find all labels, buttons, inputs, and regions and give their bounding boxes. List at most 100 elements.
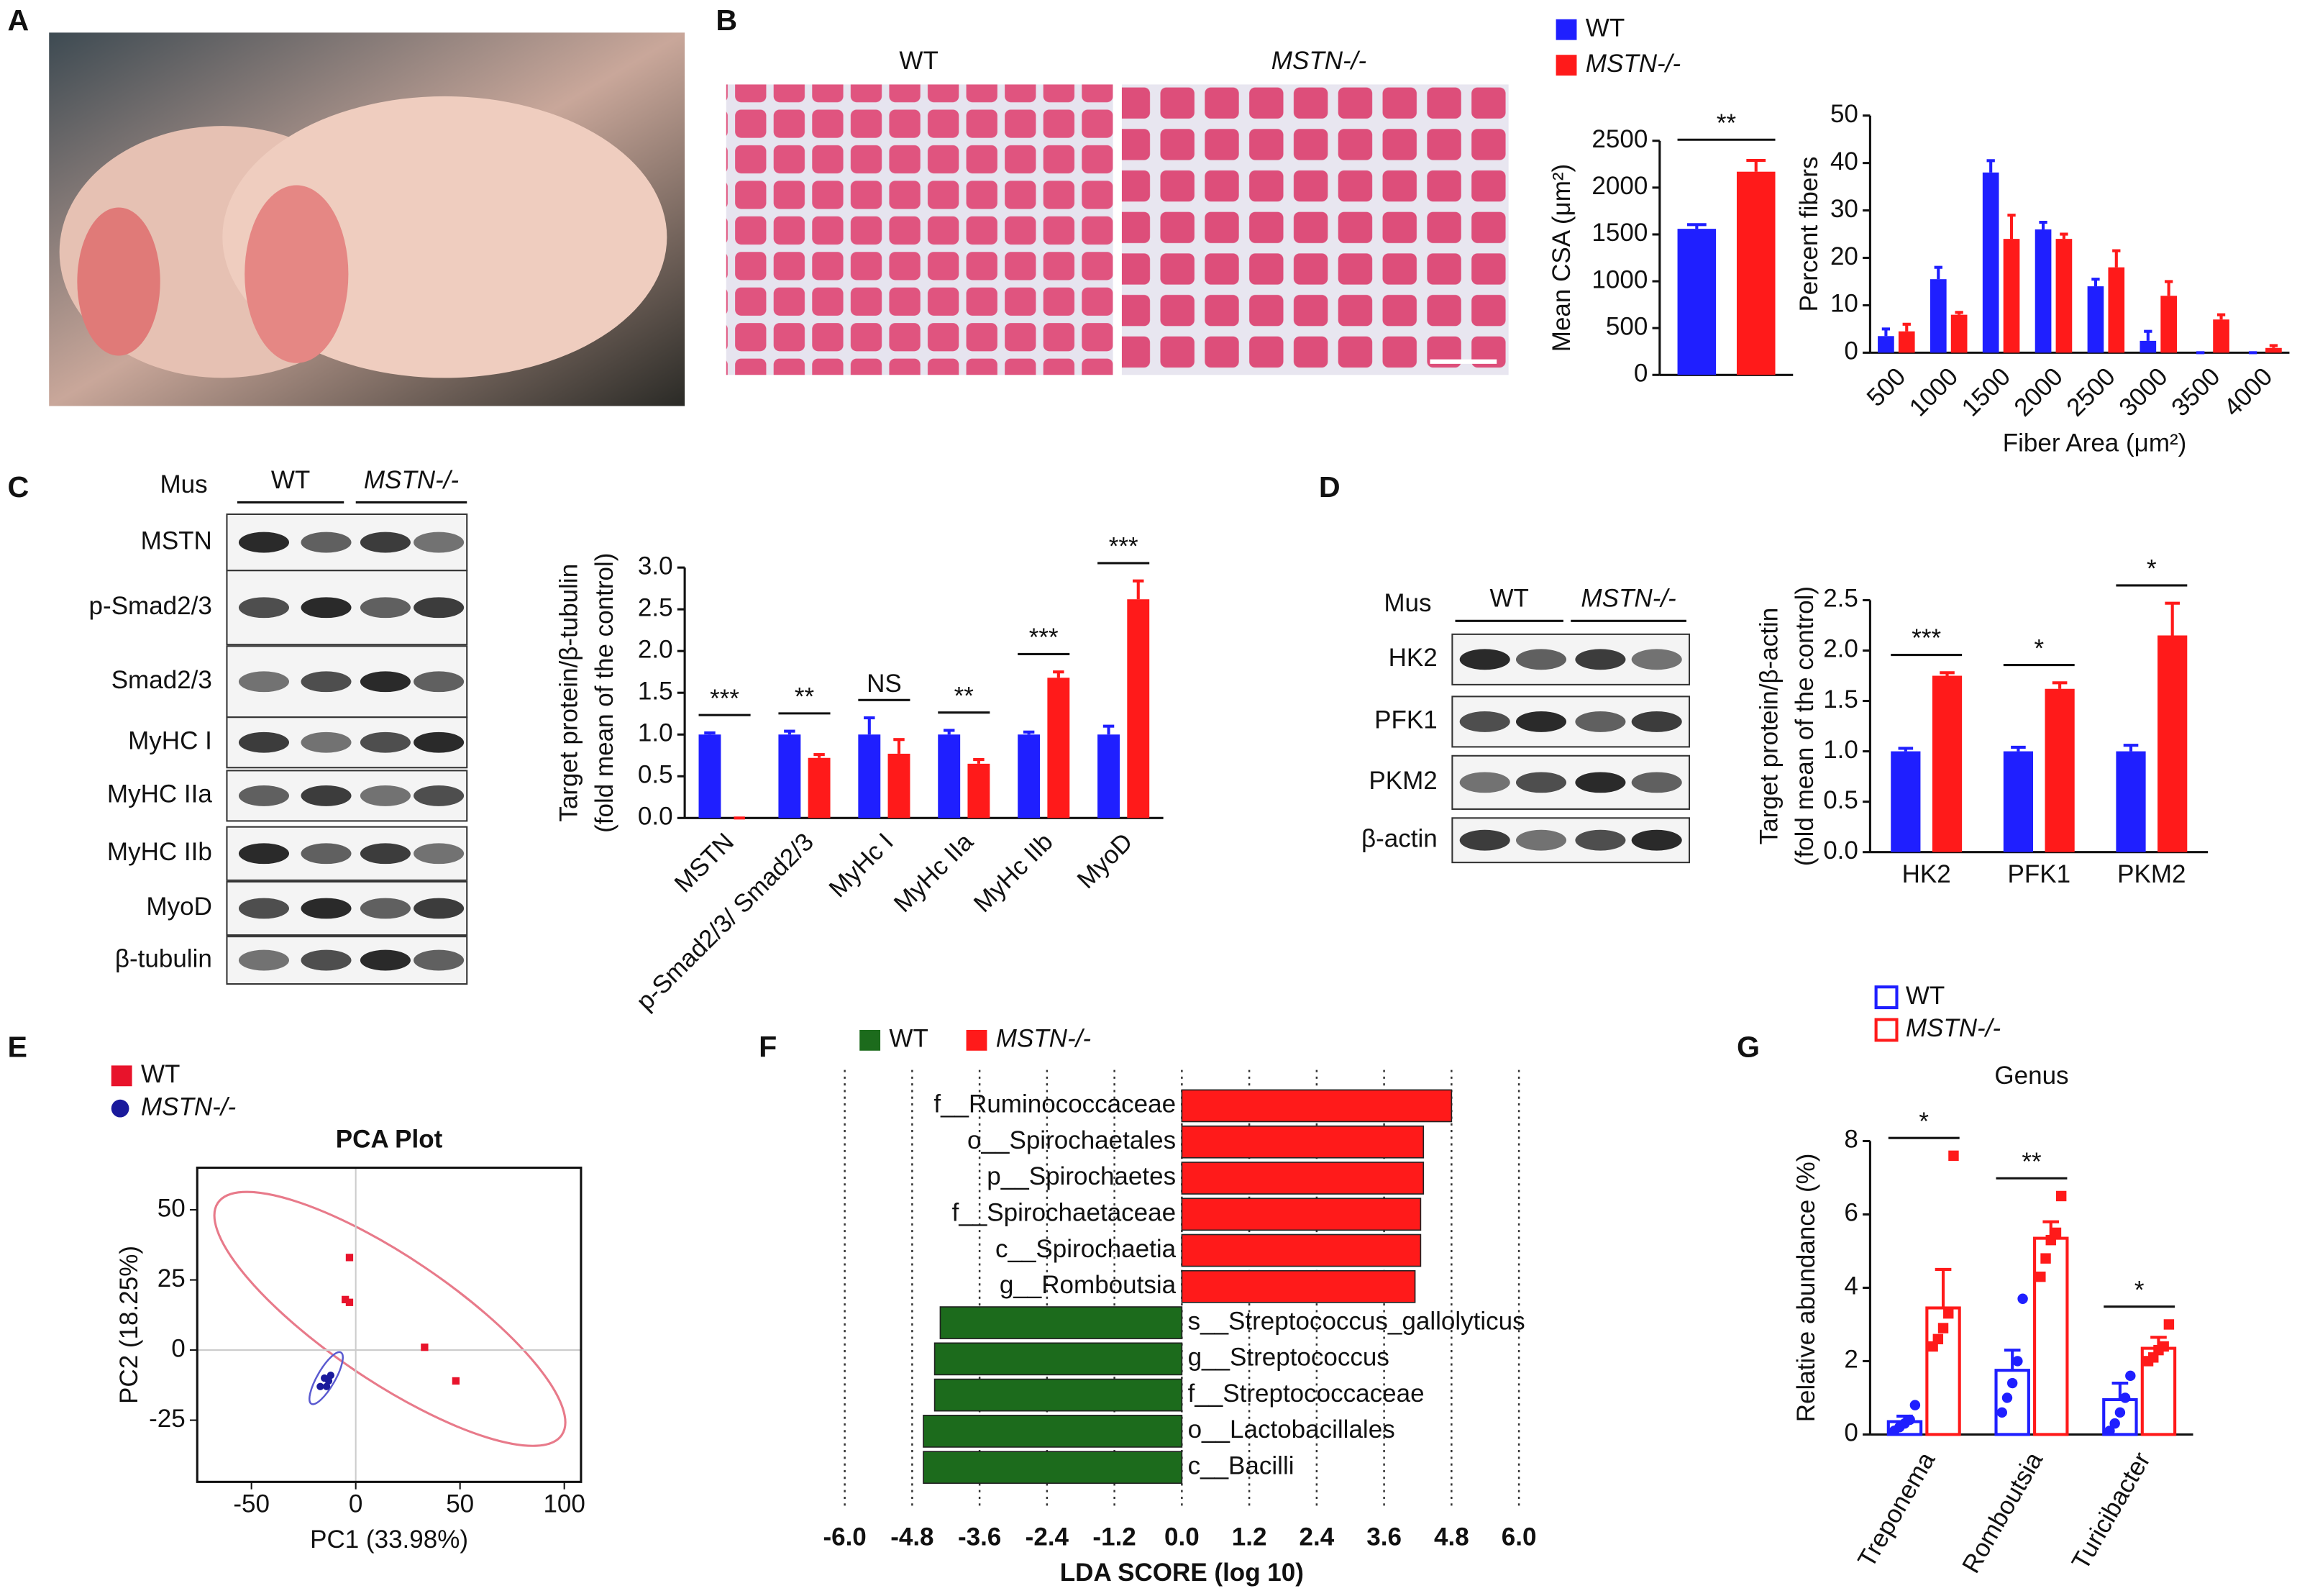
y-axis-label: PC2 (18.25%) [115, 1246, 143, 1404]
data-point [1937, 1323, 1949, 1333]
y-tick-label: 8 [1844, 1126, 1858, 1154]
blot-row-label: p-Smad2/3 [89, 592, 212, 620]
blot-band [1575, 772, 1626, 793]
blot-band [1575, 829, 1626, 851]
y-tick-label: 3.0 [638, 552, 673, 580]
blot-band [360, 898, 411, 919]
blot-row-label: HK2 [1389, 644, 1438, 672]
legend-label: WT [1586, 14, 1625, 42]
blot-row-label: MyHC IIb [107, 838, 212, 866]
blot-band [360, 949, 411, 971]
bar [1932, 675, 1963, 852]
data-point [2006, 1377, 2018, 1389]
blot-band [360, 671, 411, 693]
legend-swatch [1556, 55, 1577, 76]
blot-band [360, 731, 411, 753]
bar [1736, 171, 1776, 375]
data-point [421, 1344, 429, 1351]
blot-band [414, 843, 465, 865]
bar [1891, 751, 1921, 852]
y-axis-label: Relative abundance (%) [1792, 1154, 1820, 1423]
bar [778, 734, 801, 818]
data-point [2104, 1426, 2115, 1436]
legend-label: MSTN-/- [1586, 50, 1681, 78]
legend-label: WT [141, 1060, 180, 1088]
x-tick-label: 50 [446, 1490, 474, 1518]
x-axis-label: PC1 (33.98%) [310, 1526, 468, 1554]
bar [2265, 347, 2282, 353]
data-point [316, 1382, 324, 1390]
category-label: f__Ruminococcaceae [933, 1090, 1176, 1118]
y-tick-label: 6 [1844, 1199, 1858, 1227]
significance-label: * [2134, 1276, 2145, 1304]
histology-wt [726, 84, 1113, 375]
y-tick-label: 0.0 [1823, 836, 1858, 865]
x-tick-label: 100 [543, 1490, 585, 1518]
significance-label: NS [867, 670, 902, 698]
blot-band [414, 671, 465, 693]
bar [1047, 678, 1070, 818]
mstn-ellipse [309, 1351, 344, 1405]
panel-label: F [759, 1031, 777, 1064]
blot-band [360, 597, 411, 619]
data-point [2163, 1319, 2175, 1330]
y-axis-label: Target protein/β-tubulin [555, 564, 583, 822]
significance-label: ** [954, 682, 974, 710]
legend-swatch [1556, 19, 1577, 40]
category-label: g__Streptococcus [1188, 1344, 1389, 1372]
significance-label: * [2147, 555, 2157, 583]
x-tick-label: -6.0 [823, 1523, 866, 1551]
bar [1181, 1162, 1425, 1195]
x-tick-label: 0.0 [1164, 1523, 1200, 1551]
bar [1181, 1234, 1422, 1267]
x-tick-label: -50 [233, 1490, 270, 1518]
legend-swatch [859, 1029, 881, 1051]
blot-row-label: β-actin [1361, 824, 1438, 852]
x-tick-label: -3.6 [958, 1523, 1001, 1551]
blot-band [1575, 711, 1626, 732]
blot-group: MSTN-/- [364, 466, 459, 494]
blot-band [1631, 649, 1682, 670]
significance-label: * [2034, 634, 2044, 662]
bar [2108, 267, 2125, 353]
x-tick-label: -2.4 [1026, 1523, 1069, 1551]
blot-row-label: MyHC I [128, 726, 212, 754]
panel-label: E [8, 1031, 27, 1064]
y-tick-label: 1500 [1592, 219, 1648, 247]
data-point [2001, 1392, 2013, 1403]
blot-band [1631, 829, 1682, 851]
category-label: g__Romboutsia [1000, 1271, 1177, 1299]
bar [1677, 229, 1717, 375]
bar [2140, 340, 2157, 353]
data-point [345, 1298, 354, 1306]
panel-label: B [716, 4, 737, 37]
blot-band [414, 597, 465, 619]
x-tick-label: HK2 [1902, 860, 1951, 888]
data-point [322, 1382, 331, 1390]
bar [933, 1342, 1183, 1376]
blot-band [238, 671, 289, 693]
histology-title: MSTN-/- [1271, 47, 1366, 75]
panel-label: G [1737, 1031, 1760, 1064]
histology-mstn [1121, 84, 1509, 375]
y-tick-label: 0 [1844, 1419, 1858, 1447]
y-tick-label: 1000 [1592, 265, 1648, 293]
data-point [2040, 1253, 2051, 1264]
bar [923, 1451, 1183, 1485]
blot-band [301, 532, 352, 553]
bar [1181, 1269, 1416, 1303]
y-tick-label: 1.5 [1823, 685, 1858, 713]
data-point [1948, 1150, 1959, 1162]
data-point [2125, 1370, 2136, 1382]
bar [2035, 229, 2052, 353]
blot-band [238, 532, 289, 553]
bar [1898, 331, 1915, 353]
blot-band [238, 949, 289, 971]
blot-band [360, 843, 411, 865]
y-tick-label: 1.5 [638, 677, 673, 705]
significance-label: * [1919, 1108, 1929, 1136]
x-tick-label: -4.8 [890, 1523, 933, 1551]
legend-label: MSTN-/- [1906, 1014, 2001, 1042]
y-tick-label: 2.0 [638, 635, 673, 663]
bar [858, 734, 881, 818]
